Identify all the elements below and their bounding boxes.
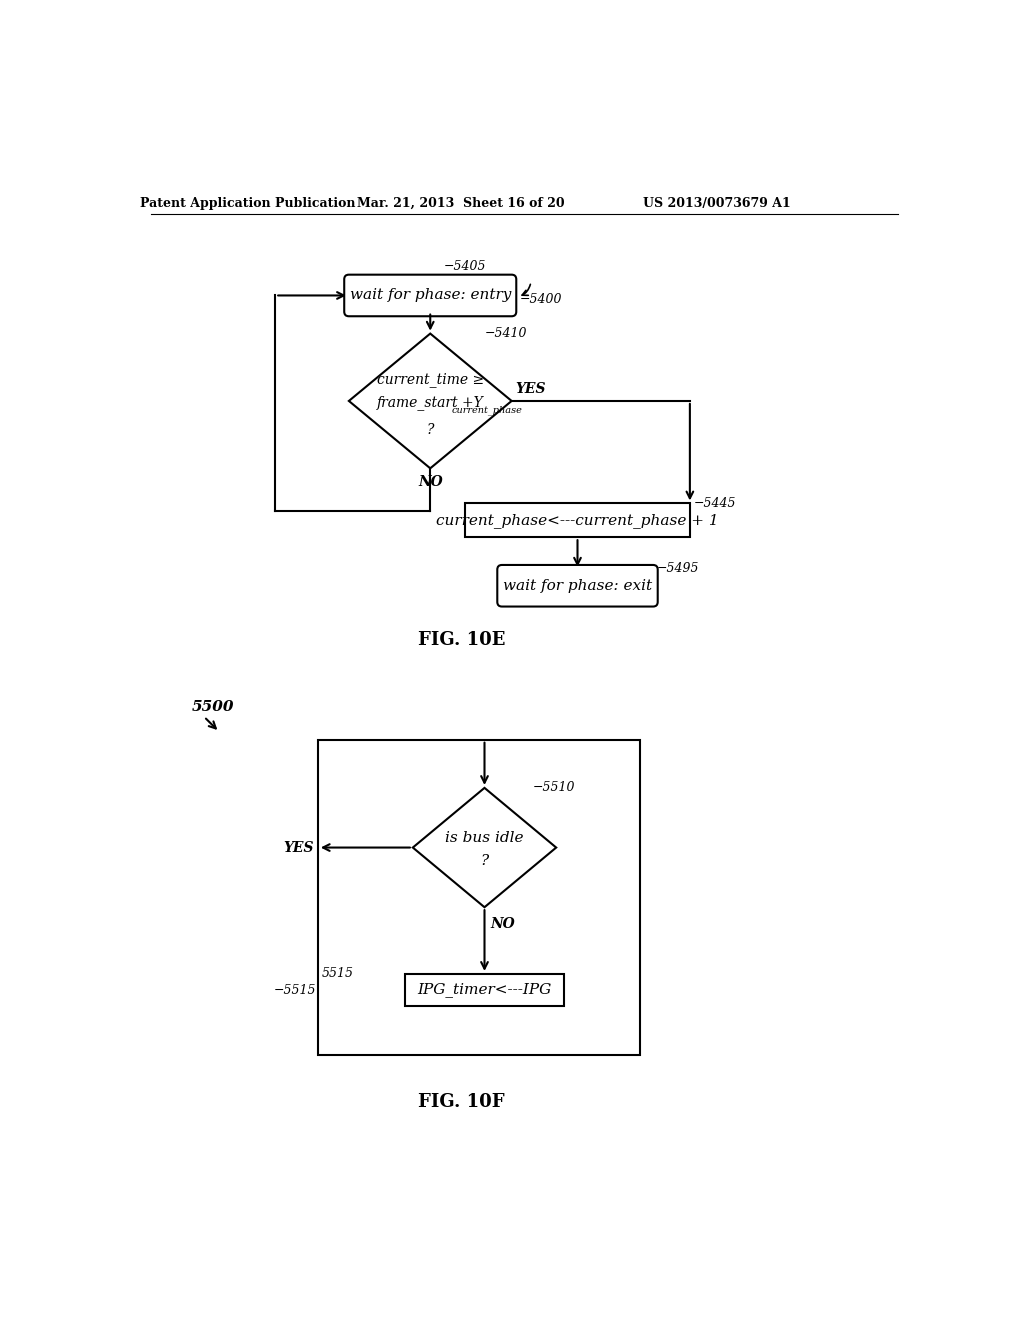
Text: FIG. 10E: FIG. 10E xyxy=(418,631,505,648)
Polygon shape xyxy=(413,788,556,907)
Text: NO: NO xyxy=(419,475,443,490)
Text: −5510: −5510 xyxy=(532,781,575,795)
Text: ?: ? xyxy=(480,854,488,869)
Text: 5500: 5500 xyxy=(191,701,234,714)
Text: US 2013/0073679 A1: US 2013/0073679 A1 xyxy=(643,197,791,210)
Text: −5410: −5410 xyxy=(484,326,527,339)
Text: current_time ≥: current_time ≥ xyxy=(377,372,483,387)
Text: frame_start +Y: frame_start +Y xyxy=(377,395,483,411)
Bar xyxy=(465,503,690,537)
Text: FIG. 10F: FIG. 10F xyxy=(418,1093,505,1110)
Text: −5515: −5515 xyxy=(273,983,316,997)
Text: is bus idle: is bus idle xyxy=(445,832,523,845)
Text: −5495: −5495 xyxy=(657,562,699,576)
FancyBboxPatch shape xyxy=(344,275,516,317)
Text: wait for phase: entry: wait for phase: entry xyxy=(349,289,511,302)
Text: YES: YES xyxy=(515,383,546,396)
Text: −5405: −5405 xyxy=(444,260,486,273)
Polygon shape xyxy=(349,334,512,469)
Text: ?: ? xyxy=(427,424,434,437)
FancyBboxPatch shape xyxy=(498,565,657,607)
Text: −5400: −5400 xyxy=(519,293,562,306)
Text: 5515: 5515 xyxy=(322,966,353,979)
Text: −5445: −5445 xyxy=(693,496,736,510)
Bar xyxy=(317,739,640,1056)
Text: NO: NO xyxy=(490,917,515,931)
Text: Patent Application Publication: Patent Application Publication xyxy=(140,197,356,210)
Text: Mar. 21, 2013  Sheet 16 of 20: Mar. 21, 2013 Sheet 16 of 20 xyxy=(357,197,565,210)
Text: IPG_timer<---IPG: IPG_timer<---IPG xyxy=(418,982,552,998)
Bar xyxy=(406,974,564,1006)
Text: wait for phase: exit: wait for phase: exit xyxy=(503,578,652,593)
Text: YES: YES xyxy=(284,841,314,854)
Text: current_phase: current_phase xyxy=(452,405,523,414)
Text: current_phase<---current_phase + 1: current_phase<---current_phase + 1 xyxy=(436,513,719,528)
